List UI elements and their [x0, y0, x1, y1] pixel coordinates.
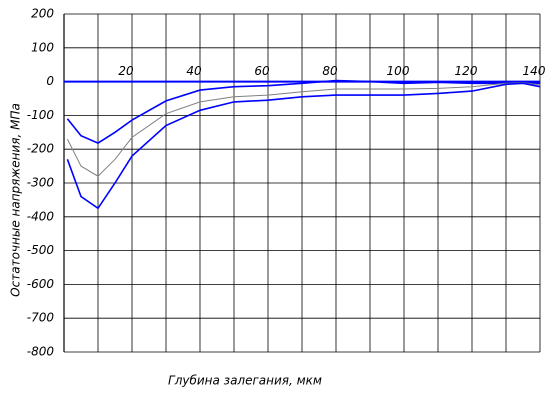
x-tick-label: 140: [523, 64, 546, 78]
x-tick-label: 20: [118, 64, 134, 78]
y-tick-label: -100: [27, 108, 55, 122]
x-axis-label: Глубина залегания, мкм: [168, 374, 322, 388]
y-tick-label: -200: [27, 142, 55, 156]
y-tick-label: 100: [31, 40, 54, 54]
x-tick-label: 40: [186, 64, 202, 78]
y-tick-label: 0: [46, 74, 54, 88]
y-tick-label: -400: [27, 209, 55, 223]
data-line: [66, 82, 541, 210]
y-tick-label: 200: [31, 7, 54, 21]
y-axis-label: Остаточные напряжения, МПа: [9, 103, 23, 297]
y-tick-label: -700: [27, 311, 55, 325]
x-tick-label: 100: [387, 64, 410, 78]
y-tick-label: -600: [27, 277, 55, 291]
y-tick-label: -500: [27, 243, 55, 257]
x-tick-label: 80: [322, 64, 338, 78]
y-tick-label: -300: [27, 176, 55, 190]
x-tick-label: 120: [455, 64, 478, 78]
data-line: [66, 82, 541, 177]
data-line: [66, 79, 541, 145]
y-tick-label: -800: [27, 345, 55, 359]
x-tick-label: 60: [254, 64, 270, 78]
